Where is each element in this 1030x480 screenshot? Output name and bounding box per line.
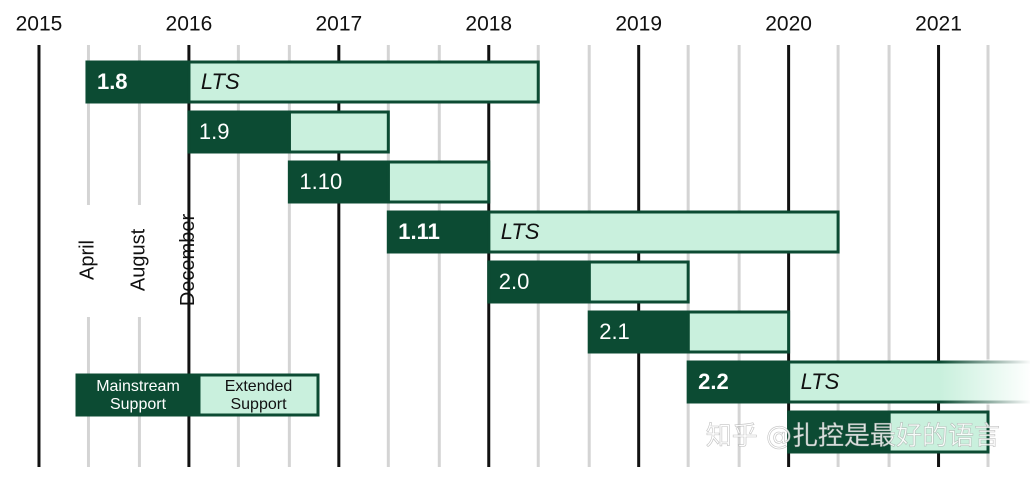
mainstream-bar [287,160,390,204]
release-label: 1.8 [97,69,128,94]
legend-line: Extended [225,378,293,395]
lts-label: LTS [501,219,540,244]
release-label: 2.1 [599,319,630,344]
x-tick-label: 2020 [765,13,812,36]
x-tick-label: 2018 [465,13,512,36]
lts-label: LTS [201,69,240,94]
legend-line: Support [230,396,287,413]
month-annotation: April [77,240,99,280]
legend-mainstream [75,373,201,417]
extended-bar [386,160,491,204]
fade [940,359,1030,405]
x-tick-label: 2015 [16,13,63,36]
x-tick-label: 2019 [615,13,662,36]
watermark: 知乎 @扎控是最好的语言 [706,422,1000,452]
release-label: 2.2 [698,369,729,394]
x-tick-label: 2021 [915,13,962,36]
legend-extended [197,373,320,417]
extended-bar [587,260,690,304]
legend-line: Support [110,396,167,413]
extended-bar [187,60,540,104]
release-label: 2.0 [499,269,530,294]
release-label: 1.11 [398,219,440,244]
legend-label: Mainstream Support [96,378,180,413]
release-label: 1.10 [299,169,342,194]
extended-bar [686,310,791,354]
mainstream-bar [686,360,791,404]
extended-bar [287,110,390,154]
mainstream-bar [487,260,591,304]
extended-bar [487,210,840,254]
annotation-bg [128,205,151,317]
mainstream-bar [386,210,491,254]
mainstream-bar [187,110,291,154]
month-annotation: August [128,228,150,291]
mainstream-bar [787,410,891,454]
legend-line: Mainstream [96,378,180,395]
x-tick-label: 2017 [315,13,362,36]
legend-label: Extended Support [225,378,293,413]
annotation-bg [77,205,100,317]
release-label: 1.9 [199,119,230,144]
mainstream-bar [587,310,690,354]
x-tick-label: 2016 [166,13,213,36]
mainstream-bar [85,60,191,104]
lts-label: LTS [801,369,840,394]
